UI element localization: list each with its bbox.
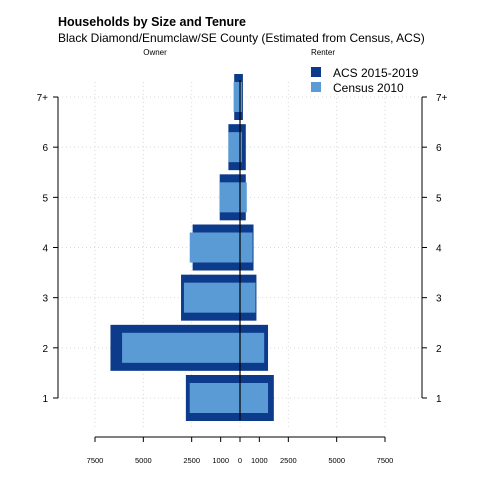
y-tick-label-right: 6 bbox=[436, 143, 442, 154]
legend-swatch-acs bbox=[311, 67, 321, 77]
legend-label-census: Census 2010 bbox=[333, 81, 404, 95]
y-tick-label-left: 7+ bbox=[37, 93, 49, 104]
y-tick-label-left: 3 bbox=[42, 294, 48, 305]
legend: ACS 2015-2019 Census 2010 bbox=[311, 66, 419, 95]
chart-subtitle: Black Diamond/Enumclaw/SE County (Estima… bbox=[58, 31, 425, 45]
bar-renter-census-4 bbox=[240, 232, 253, 263]
bar-renter-census-7+ bbox=[240, 82, 242, 112]
y-tick-label-left: 1 bbox=[42, 394, 48, 405]
y-tick-label-right: 2 bbox=[436, 344, 442, 355]
bar-owner-census-4 bbox=[189, 232, 240, 263]
x-tick-label: 7500 bbox=[87, 456, 104, 465]
bars bbox=[110, 74, 274, 421]
y-tick-label-left: 5 bbox=[42, 193, 48, 204]
y-tick-label-left: 4 bbox=[42, 244, 48, 255]
legend-label-acs: ACS 2015-2019 bbox=[333, 66, 419, 80]
owner-label: Owner bbox=[143, 48, 167, 57]
bar-renter-census-2 bbox=[240, 332, 265, 363]
bar-owner-census-1 bbox=[189, 383, 240, 413]
bar-owner-census-7+ bbox=[233, 82, 240, 112]
renter-label: Renter bbox=[311, 48, 335, 57]
bar-owner-census-2 bbox=[122, 332, 240, 363]
x-tick-label: 1000 bbox=[212, 456, 229, 465]
x-tick-label: 0 bbox=[238, 456, 242, 465]
bar-renter-census-5 bbox=[240, 182, 247, 213]
x-tick-label: 2500 bbox=[183, 456, 200, 465]
bar-renter-census-6 bbox=[240, 132, 242, 163]
x-tick-label: 5000 bbox=[135, 456, 152, 465]
legend-swatch-census bbox=[311, 82, 321, 92]
x-tick-label: 1000 bbox=[251, 456, 268, 465]
bar-owner-census-6 bbox=[228, 132, 240, 163]
bar-renter-census-3 bbox=[240, 282, 256, 313]
y-tick-label-right: 7+ bbox=[436, 93, 448, 104]
x-tick-label: 2500 bbox=[280, 456, 297, 465]
y-tick-label-right: 4 bbox=[436, 244, 442, 255]
y-tick-label-left: 2 bbox=[42, 344, 48, 355]
bar-renter-census-1 bbox=[240, 383, 269, 413]
bar-owner-census-5 bbox=[219, 182, 240, 213]
y-tick-label-left: 6 bbox=[42, 143, 48, 154]
x-tick-label: 7500 bbox=[377, 456, 394, 465]
x-tick-label: 5000 bbox=[328, 456, 345, 465]
y-tick-label-right: 5 bbox=[436, 193, 442, 204]
y-tick-label-right: 1 bbox=[436, 394, 442, 405]
chart-title: Households by Size and Tenure bbox=[58, 15, 246, 29]
bar-owner-census-3 bbox=[183, 282, 240, 313]
y-tick-label-right: 3 bbox=[436, 294, 442, 305]
axes: 1 1 2 2 3 3 4 4 5 5 6 6 7+ 7+ 7500 5000 2500 1000 0 1000 250… bbox=[37, 80, 448, 465]
bar-renter-acs-6 bbox=[240, 124, 246, 171]
